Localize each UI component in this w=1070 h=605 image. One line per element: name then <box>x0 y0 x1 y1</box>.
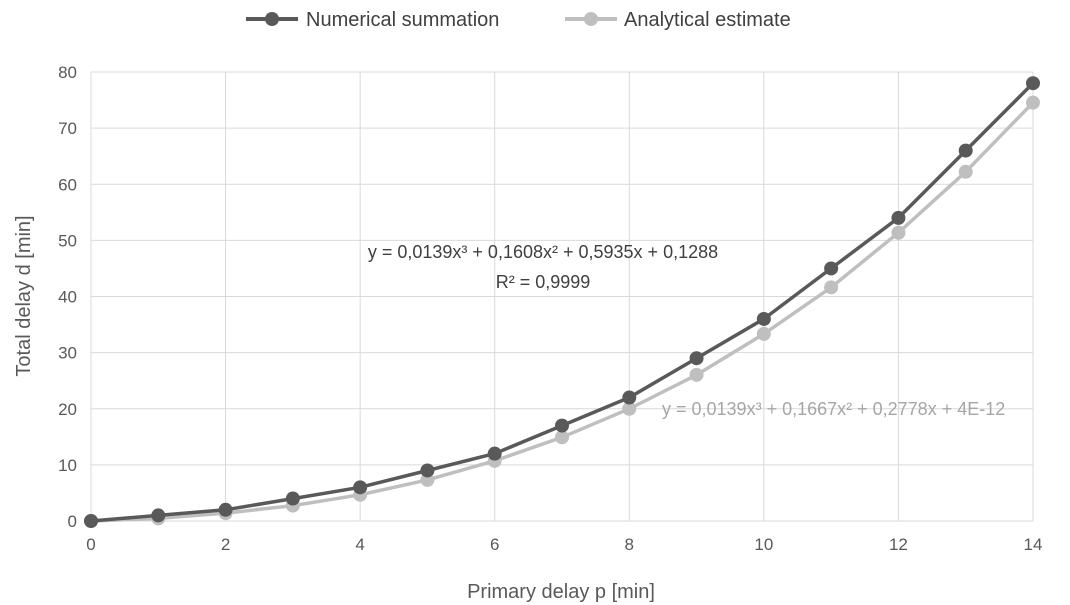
y-tick-labels: 0 10 20 30 40 50 60 70 80 <box>58 63 77 531</box>
series-layer <box>84 76 1040 528</box>
data-point-numerical-summation <box>285 491 300 506</box>
y-tick-label: 20 <box>58 400 77 419</box>
data-point-numerical-summation <box>420 463 435 478</box>
x-tick-label: 4 <box>355 535 364 554</box>
data-point-numerical-summation <box>1026 76 1040 91</box>
x-tick-label: 8 <box>625 535 634 554</box>
series-line-analytical-estimate <box>90 101 1035 523</box>
x-tick-label: 6 <box>490 535 499 554</box>
data-point-analytical-estimate <box>689 367 704 382</box>
x-axis-title: Primary delay p [min] <box>467 581 655 603</box>
gridlines <box>90 71 1034 522</box>
legend-label-numerical: Numerical summation <box>306 9 499 31</box>
x-tick-labels: 0 2 4 6 8 10 12 14 <box>86 535 1042 554</box>
data-point-analytical-estimate <box>891 225 906 240</box>
data-point-analytical-estimate <box>555 430 569 445</box>
y-tick-label: 0 <box>68 512 77 531</box>
data-point-numerical-summation <box>622 390 637 405</box>
y-tick-label: 60 <box>58 175 77 194</box>
data-point-numerical-summation <box>824 261 839 276</box>
data-point-numerical-summation <box>891 210 906 225</box>
x-tick-label: 14 <box>1024 535 1043 554</box>
y-tick-label: 30 <box>58 344 77 363</box>
data-point-numerical-summation <box>353 480 368 495</box>
y-tick-label: 80 <box>58 63 77 82</box>
legend: Numerical summation Analytical estimate <box>246 9 791 31</box>
data-point-analytical-estimate <box>824 280 839 295</box>
data-point-numerical-summation <box>689 351 704 366</box>
y-tick-label: 70 <box>58 119 77 138</box>
legend-marker-numerical <box>265 12 279 26</box>
legend-item-analytical: Analytical estimate <box>565 9 791 31</box>
data-point-analytical-estimate <box>756 326 771 341</box>
legend-label-analytical: Analytical estimate <box>624 9 791 31</box>
x-tick-label: 12 <box>889 535 908 554</box>
legend-item-numerical: Numerical summation <box>246 9 499 31</box>
data-point-numerical-summation <box>218 502 233 517</box>
y-tick-label: 50 <box>58 231 77 250</box>
data-point-numerical-summation <box>151 508 166 523</box>
x-tick-label: 10 <box>754 535 773 554</box>
series-numerical-summation <box>84 76 1040 528</box>
data-point-analytical-estimate <box>622 401 637 416</box>
x-tick-label: 0 <box>86 535 95 554</box>
series-analytical-estimate <box>84 95 1040 528</box>
data-point-numerical-summation <box>84 514 98 528</box>
legend-marker-analytical <box>584 12 598 26</box>
x-tick-label: 2 <box>221 535 230 554</box>
y-tick-label: 40 <box>58 288 77 307</box>
trendline-equation-numerical: y = 0,0139x³ + 0,1608x² + 0,5935x + 0,12… <box>368 242 718 262</box>
data-point-numerical-summation <box>555 418 569 433</box>
series-line-numerical-summation <box>90 81 1035 523</box>
y-axis-title: Total delay d [min] <box>13 215 35 376</box>
data-point-analytical-estimate <box>1026 95 1040 110</box>
y-tick-label: 10 <box>58 456 77 475</box>
trendline-equation-analytical: y = 0,0139x³ + 0,1667x² + 0,2778x + 4E-1… <box>662 399 1005 419</box>
data-point-numerical-summation <box>487 446 502 461</box>
trendline-r-squared: R² = 0,9999 <box>496 272 591 292</box>
data-point-numerical-summation <box>756 311 771 326</box>
data-point-analytical-estimate <box>958 164 973 179</box>
data-point-numerical-summation <box>958 143 973 158</box>
